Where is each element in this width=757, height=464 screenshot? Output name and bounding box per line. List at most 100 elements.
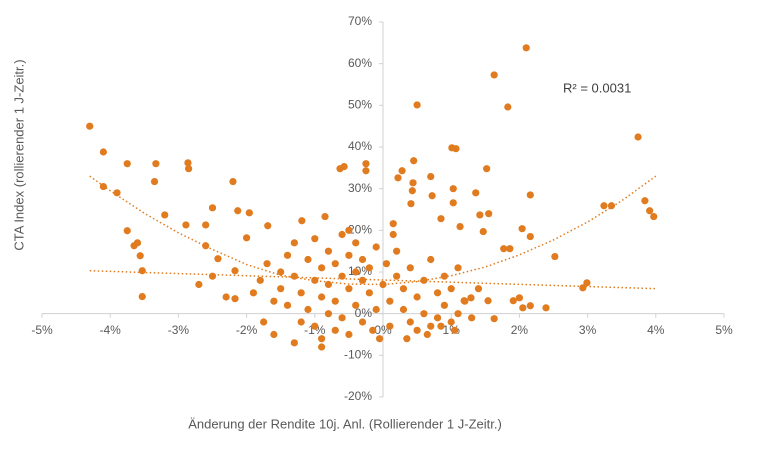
scatter-point xyxy=(474,285,483,293)
scatter-point xyxy=(130,242,138,250)
scatter-point xyxy=(413,326,421,334)
scatter-point xyxy=(468,314,476,322)
y-tick-label: 40% xyxy=(348,139,372,153)
scatter-point xyxy=(365,289,373,297)
scatter-point xyxy=(352,268,360,276)
scatter-point xyxy=(519,304,527,312)
scatter-point xyxy=(579,284,587,292)
scatter-point xyxy=(437,215,445,223)
y-tick-label: 30% xyxy=(348,181,372,195)
scatter-point xyxy=(249,289,258,297)
scatter-point xyxy=(311,322,319,330)
scatter-point xyxy=(324,310,333,318)
scatter-point xyxy=(646,207,654,215)
scatter-point xyxy=(243,234,251,242)
scatter-point xyxy=(476,211,484,219)
scatter-point xyxy=(372,243,380,251)
scatter-point xyxy=(231,295,239,303)
scatter-point xyxy=(634,133,642,141)
y-axis-title: CTA Index (rollierender 1 J-Zeitr.) xyxy=(11,59,26,250)
scatter-point xyxy=(345,226,353,234)
x-axis-title: Änderung der Rendite 10j. Anl. (Rolliere… xyxy=(188,416,502,431)
scatter-point xyxy=(372,305,380,314)
scatter-point xyxy=(297,318,305,326)
scatter-point xyxy=(398,167,406,175)
y-tick-label: -10% xyxy=(344,348,372,362)
scatter-point xyxy=(358,276,367,284)
scatter-point xyxy=(423,330,431,339)
scatter-point xyxy=(641,197,649,205)
scatter-point xyxy=(345,251,353,259)
x-tick-label: 5% xyxy=(715,323,733,337)
scatter-point xyxy=(234,207,242,215)
scatter-point xyxy=(369,326,377,334)
scatter-point xyxy=(452,145,460,153)
scatter-point xyxy=(386,322,394,330)
scatter-point xyxy=(440,301,448,309)
y-tick-label: 20% xyxy=(348,223,372,237)
scatter-point xyxy=(490,71,498,79)
scatter-point xyxy=(399,305,408,314)
scatter-point xyxy=(185,165,193,173)
scatter-point xyxy=(526,302,534,310)
scatter-point xyxy=(324,247,333,255)
scatter-point xyxy=(600,202,608,210)
scatter-point xyxy=(184,159,192,167)
scatter-point xyxy=(393,247,401,255)
scatter-point xyxy=(277,268,285,276)
scatter-point xyxy=(490,315,498,323)
scatter-point xyxy=(483,165,491,173)
x-tick-label: 3% xyxy=(579,323,597,337)
scatter-point xyxy=(386,297,394,305)
scatter-point xyxy=(456,222,464,231)
scatter-point xyxy=(290,239,298,247)
scatter-point xyxy=(650,212,658,221)
r2-annotation: R² = 0.0031 xyxy=(563,80,631,95)
scatter-point xyxy=(515,294,524,302)
scatter-point xyxy=(407,200,415,208)
x-tick-label: -5% xyxy=(31,323,53,337)
scatter-point xyxy=(338,272,346,280)
scatter-point xyxy=(152,160,160,168)
scatter-point xyxy=(427,322,435,330)
scatter-point xyxy=(352,239,360,247)
scatter-point xyxy=(270,297,278,305)
scatter-point xyxy=(277,285,285,293)
scatter-point xyxy=(195,280,203,289)
scatter-point xyxy=(449,185,457,193)
scatter-point xyxy=(467,294,475,302)
scatter-point xyxy=(331,297,339,305)
scatter-point xyxy=(408,187,416,195)
scatter-point xyxy=(283,301,292,309)
scatter-point xyxy=(358,255,367,264)
scatter-point xyxy=(433,289,442,297)
scatter-point xyxy=(409,179,417,187)
scatter-point xyxy=(222,293,230,301)
scatter-point xyxy=(479,227,487,236)
scatter-point xyxy=(484,297,492,305)
scatter-point xyxy=(427,255,435,264)
scatter-point xyxy=(283,251,292,259)
scatter-point xyxy=(138,292,146,301)
scatter-point xyxy=(150,177,159,186)
scatter-point xyxy=(551,252,559,261)
scatter-point xyxy=(86,122,94,130)
scatter-point xyxy=(362,160,370,168)
scatter-point xyxy=(394,174,402,182)
scatter-point xyxy=(318,264,326,272)
scatter-point xyxy=(229,177,237,186)
scatter-point xyxy=(304,305,312,314)
scatter-point xyxy=(260,318,268,326)
scatter-point xyxy=(311,276,319,284)
scatter-point xyxy=(358,318,367,326)
scatter-point xyxy=(526,232,534,241)
scatter-point xyxy=(290,272,298,280)
scatter-point xyxy=(318,343,326,351)
scatter-point xyxy=(389,230,397,239)
scatter-point xyxy=(245,209,253,217)
scatter-point xyxy=(113,189,121,197)
scatter-point xyxy=(437,322,445,330)
scatter-point xyxy=(318,293,326,301)
scatter-point xyxy=(379,280,387,289)
